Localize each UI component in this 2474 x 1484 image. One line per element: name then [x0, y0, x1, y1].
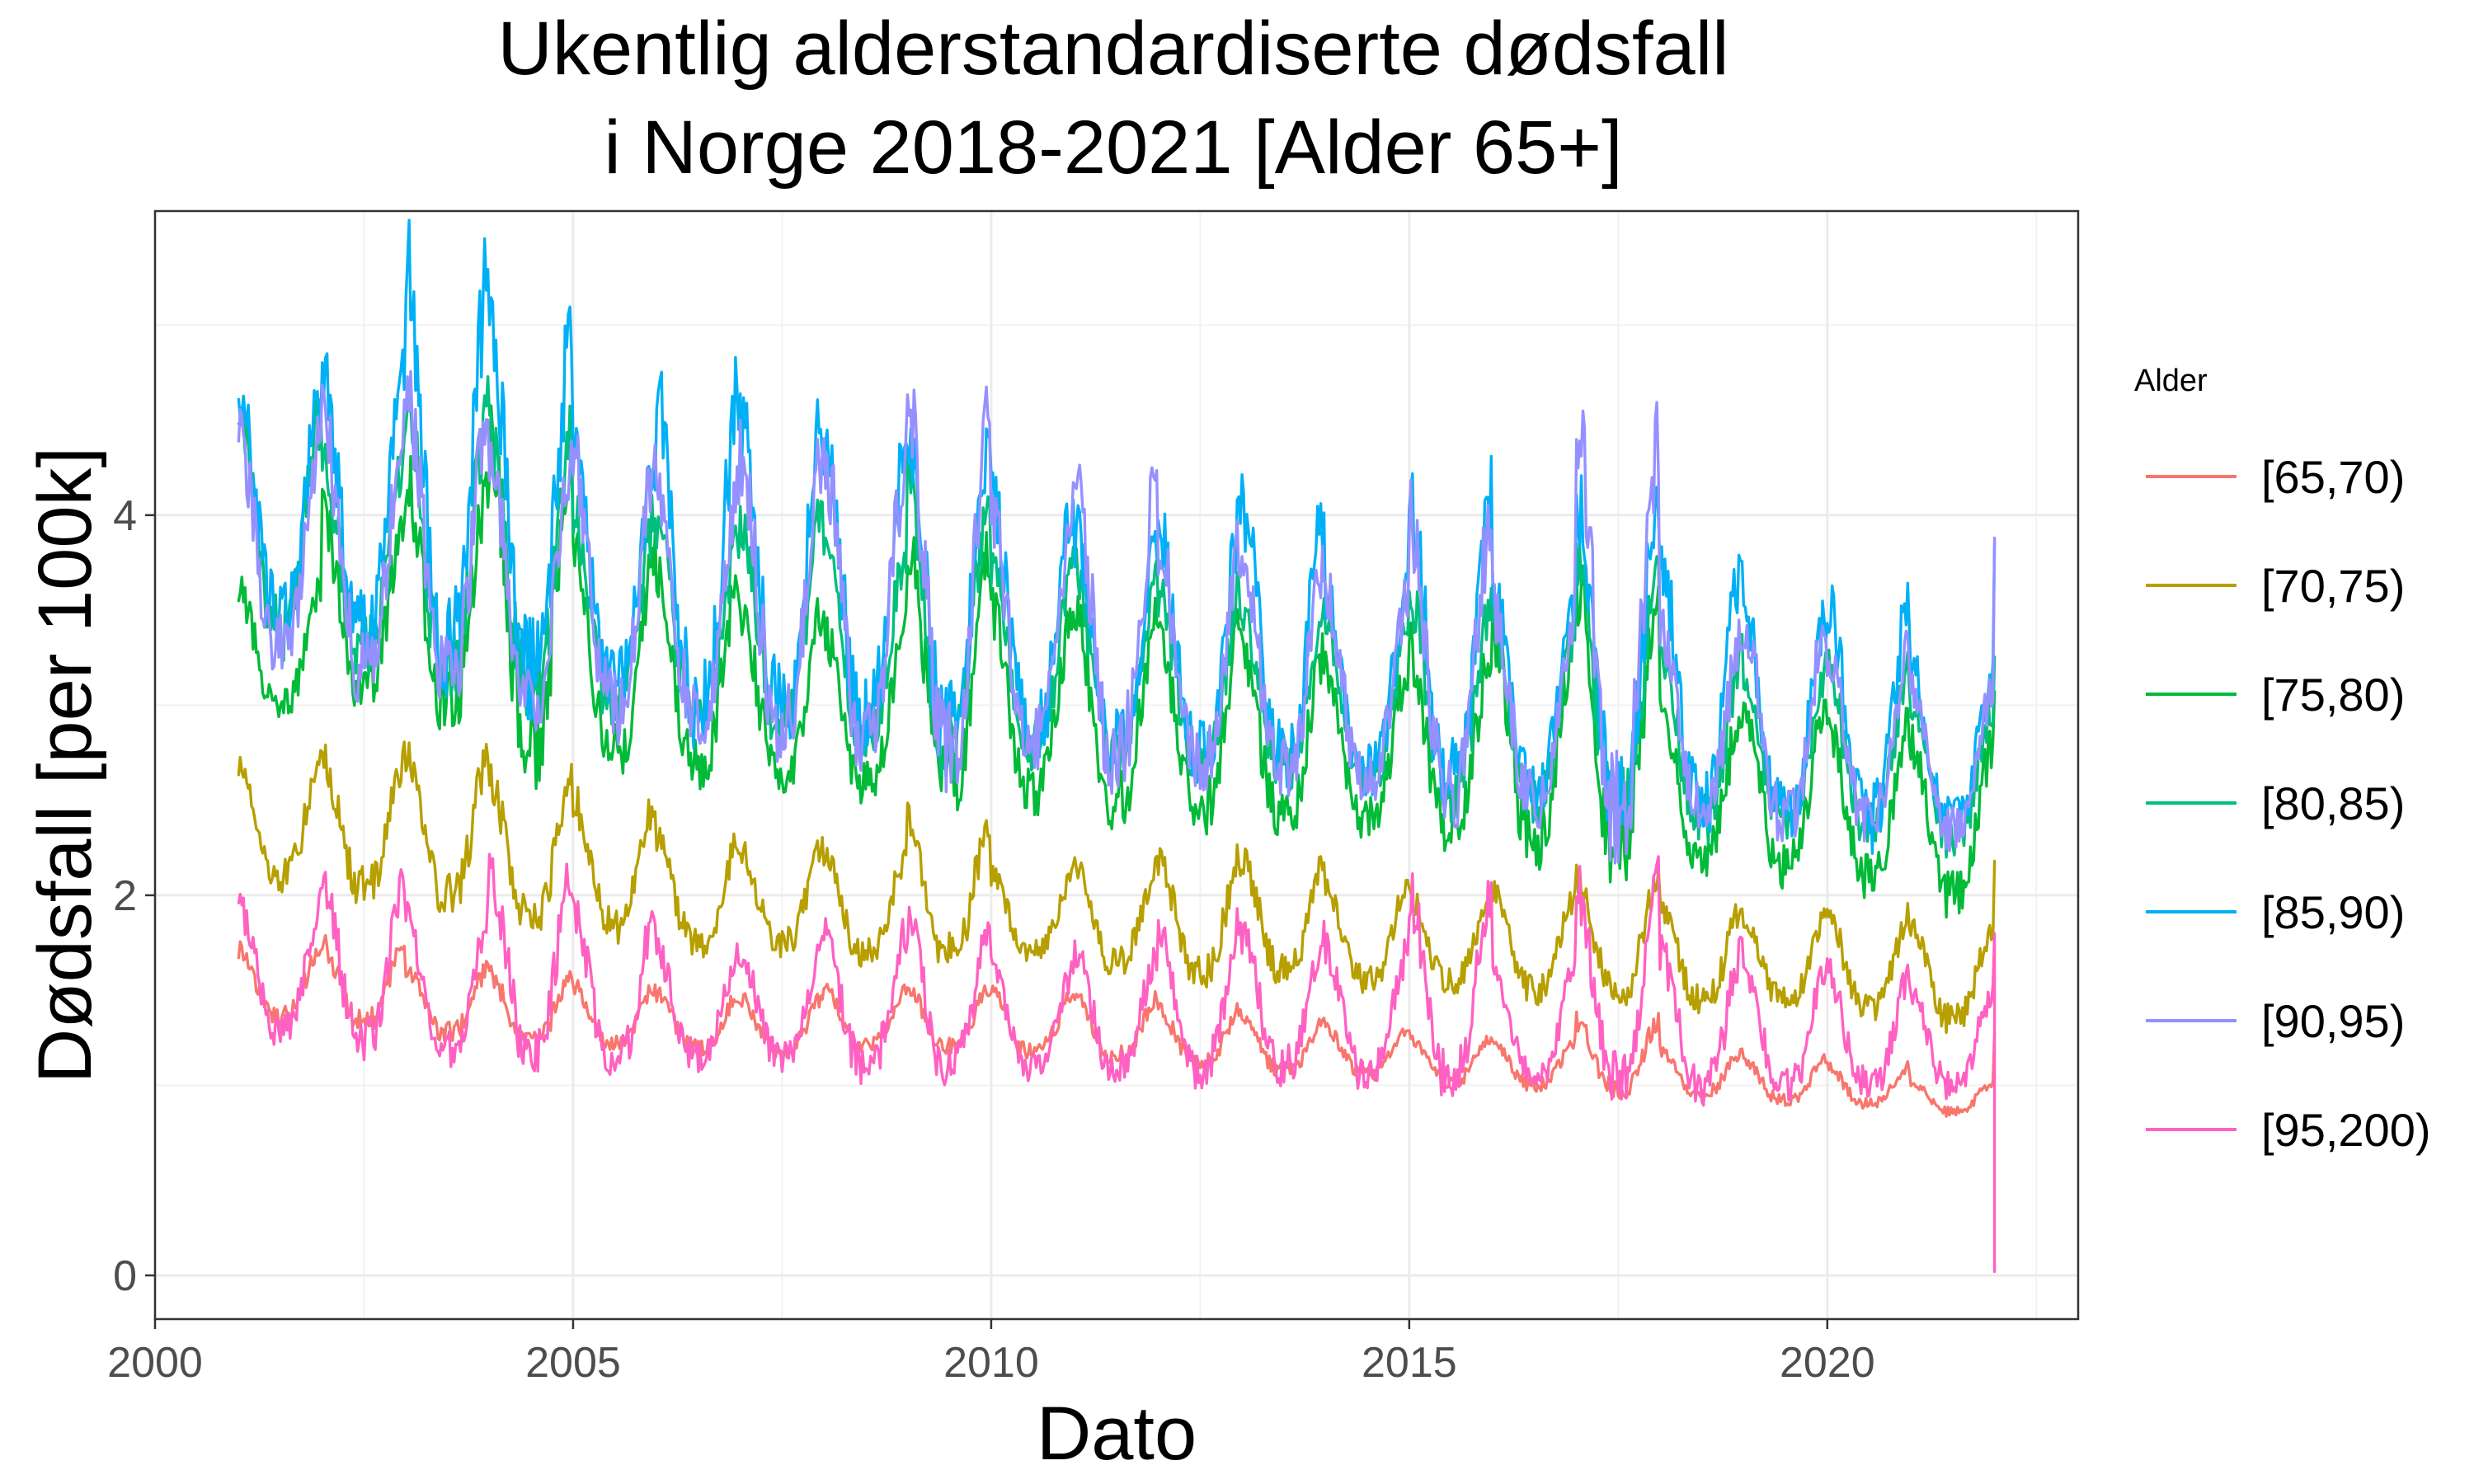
grid-minor-lines [155, 211, 2078, 1319]
legend-label-5: [85,90) [2261, 886, 2405, 938]
y-axis: 0 2 4 [113, 492, 155, 1300]
x-tick-label: 2005 [525, 1339, 621, 1387]
legend-label-6: [90,95) [2261, 995, 2405, 1047]
series-line-7 [237, 852, 1997, 1274]
x-tick-label: 2015 [1362, 1339, 1457, 1387]
legend-label-2: [70,75) [2261, 560, 2405, 612]
series-line-2 [237, 740, 1997, 1035]
series-lines [237, 218, 1997, 1274]
legend-label-7: [95,200) [2261, 1104, 2431, 1156]
x-axis-title: Dato [1037, 1392, 1197, 1476]
legend-label-1: [65,70) [2261, 451, 2405, 503]
x-tick-label: 2010 [943, 1339, 1039, 1387]
plot-panel-border [153, 209, 2080, 1321]
series-line-6 [237, 370, 1997, 865]
y-tick-label: 4 [113, 492, 137, 540]
legend-label-3: [75,80) [2261, 669, 2405, 721]
y-axis-title: Dødsfall [per 100k] [23, 447, 107, 1083]
legend-title: Alder [2134, 364, 2208, 398]
y-tick-label: 2 [113, 872, 137, 920]
series-line-5 [237, 218, 1997, 855]
chart-title-line-2: i Norge 2018-2021 [Alder 65+] [604, 106, 1622, 190]
chart-title-line-1: Ukentlig alderstandardiserte dødsfall [497, 7, 1729, 91]
y-tick-label: 0 [113, 1252, 137, 1300]
x-axis: 2000 2005 2010 2015 2020 [107, 1319, 1875, 1387]
x-tick-label: 2000 [107, 1339, 203, 1387]
grid-major-lines [153, 211, 2078, 1319]
legend-label-4: [80,85) [2261, 777, 2405, 829]
x-tick-label: 2020 [1780, 1339, 1875, 1387]
legend: Alder [65,70) [70,75) [75,80) [80,85) [85,90… [2134, 364, 2431, 1156]
